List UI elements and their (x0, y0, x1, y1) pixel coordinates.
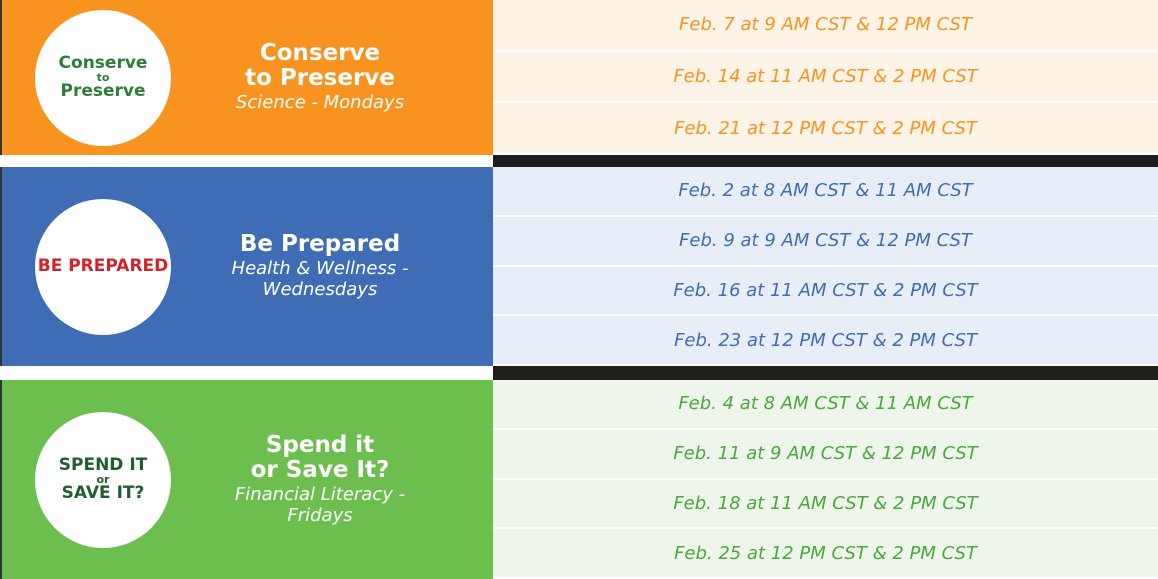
date-cell: Feb. 7 at 9 AM CST & 12 PM CST (493, 0, 1158, 52)
logo-text: to (96, 71, 110, 84)
logo: Conserve to Preserve (35, 9, 171, 146)
date-cell: Feb. 25 at 12 PM CST & 2 PM CST (493, 529, 1158, 579)
logo: SPEND IT or SAVE IT? (35, 411, 171, 548)
divider (493, 366, 1158, 380)
date-cell: Feb. 21 at 12 PM CST & 2 PM CST (493, 103, 1158, 155)
logo-text: BE PREPARED (37, 256, 169, 276)
date-cell: Feb. 16 at 11 AM CST & 2 PM CST (493, 266, 1158, 317)
section-subtitle: Health & Wellness - Wednesdays (231, 258, 409, 301)
section-title: or Save It? (250, 456, 390, 483)
title-block: Conserve to Preserve Science - Mondays (200, 0, 440, 155)
date-cell: Feb. 14 at 11 AM CST & 2 PM CST (493, 51, 1158, 104)
date-cell: Feb. 4 at 8 AM CST & 11 AM CST (493, 380, 1158, 430)
section-band (0, 380, 493, 579)
logo-text: SAVE IT? (61, 483, 145, 503)
section-title: to Preserve (245, 65, 395, 92)
logo-text: Preserve (60, 81, 146, 101)
date-cell: Feb. 2 at 8 AM CST & 11 AM CST (493, 167, 1158, 217)
logo-text: or (96, 473, 110, 486)
title-block: Be Prepared Health & Wellness - Wednesday… (200, 167, 440, 366)
date-cell: Feb. 18 at 11 AM CST & 2 PM CST (493, 479, 1158, 530)
section-title: Spend it (265, 431, 375, 458)
date-cell: Feb. 9 at 9 AM CST & 12 PM CST (493, 216, 1158, 267)
logo: BE PREPARED (35, 198, 171, 335)
logo-text: SPEND IT (58, 455, 148, 475)
divider (493, 155, 1158, 167)
logo-text: Conserve (58, 53, 148, 73)
section-title: Be Prepared (239, 231, 401, 258)
date-cell: Feb. 23 at 12 PM CST & 2 PM CST (493, 316, 1158, 366)
section-title: Conserve (259, 39, 381, 66)
date-cell: Feb. 11 at 9 AM CST & 12 PM CST (493, 429, 1158, 480)
section-subtitle: Science - Mondays (235, 92, 405, 114)
section-subtitle: Financial Literacy - Fridays (234, 484, 406, 526)
title-block: Spend it or Save It? Financial Literacy - … (200, 380, 440, 579)
